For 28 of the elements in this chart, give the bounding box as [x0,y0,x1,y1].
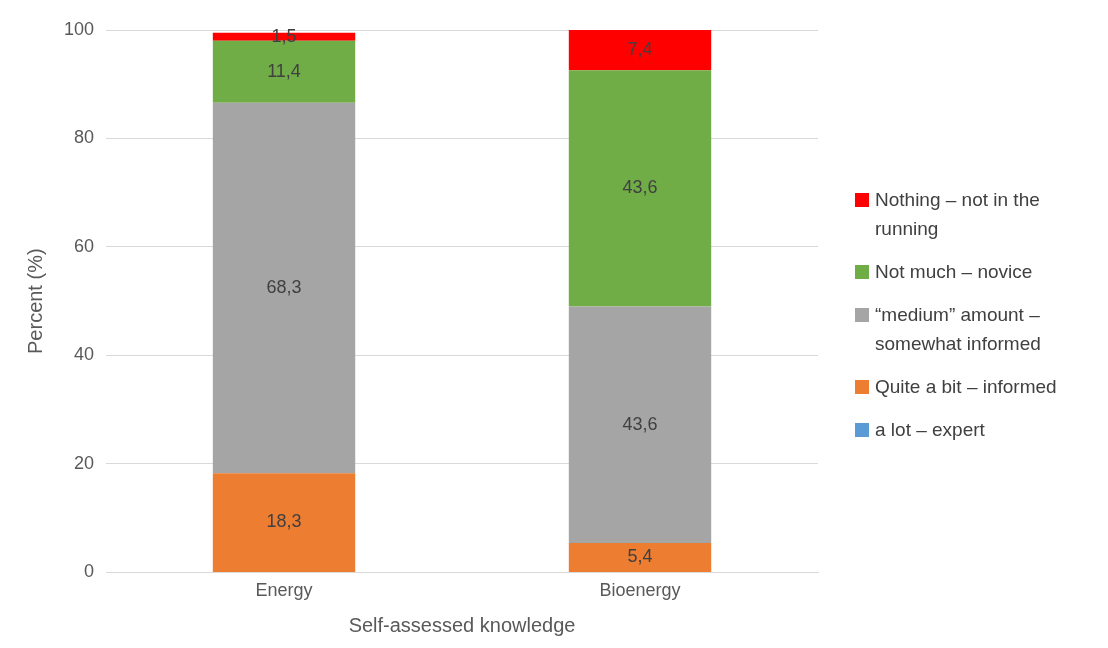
bar [568,306,712,544]
y-tick-label: 40 [74,344,95,365]
bar [568,30,712,71]
bar [568,70,712,307]
legend-label: Quite a bit – informed [875,375,1057,399]
data-label: 18,3 [266,511,302,532]
y-axis-title: Percent (%) [23,248,46,354]
data-label: 68,3 [266,276,302,297]
y-tick-label: 80 [74,127,95,148]
x-axis-title: Self-assessed knowledge [348,613,576,636]
bar [212,102,356,474]
legend-label: a lot – expert [875,418,985,442]
bar [568,543,712,572]
x-tick-label: Energy [255,580,313,601]
y-tick-label: 100 [63,18,95,39]
data-label: 43,6 [622,177,658,198]
data-label: 11,4 [267,60,301,81]
data-label: 5,4 [627,546,653,567]
legend-label: Not much – novice [875,260,1033,284]
y-tick-label: 20 [74,452,95,473]
legend-label: “medium” amount – somewhat informed [875,303,1042,356]
data-label: 43,6 [622,413,658,434]
y-tick-label: 60 [74,235,95,256]
y-tick-label: 0 [84,561,95,582]
data-label: 7,4 [627,39,653,60]
x-tick-label: Bioenergy [599,580,681,601]
legend-label: Nothing – not in the running [875,188,1041,241]
bar [212,473,356,572]
